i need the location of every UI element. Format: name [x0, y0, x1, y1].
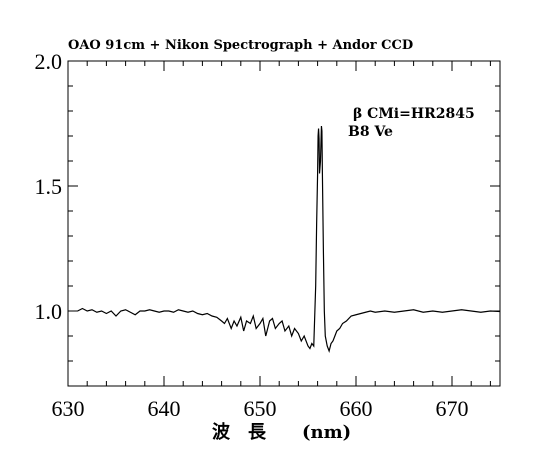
spectral-type-annotation: B8 Ve: [348, 124, 393, 140]
spectrum-line: [77, 125, 501, 353]
y-tick-label: 1.5: [35, 174, 63, 199]
y-tick-label: 2.0: [35, 49, 63, 74]
x-tick-label: 630: [52, 396, 85, 421]
chart-title: OAO 91cm + Nikon Spectrograph + Andor CC…: [68, 38, 413, 53]
ticks-layer: [67, 60, 500, 386]
x-axis-label: 波 長 (nm): [212, 421, 351, 443]
plot-frame: [67, 60, 501, 387]
star-name-annotation: β CMi=HR2845: [353, 106, 475, 122]
x-tick-label: 660: [340, 396, 373, 421]
y-tick-label: 1.0: [35, 299, 63, 324]
tick-labels-layer: 630 640 650 660 670 1.0 1.5 2.0: [35, 49, 469, 421]
x-tick-label: 670: [436, 396, 469, 421]
x-tick-label: 650: [244, 396, 277, 421]
x-tick-label: 640: [148, 396, 181, 421]
